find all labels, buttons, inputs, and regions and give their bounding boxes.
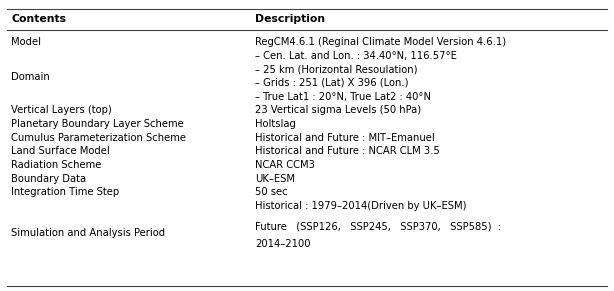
Text: Planetary Boundary Layer Scheme: Planetary Boundary Layer Scheme [11, 119, 184, 129]
Text: RegCM4.6.1 (Reginal Climate Model Version 4.6.1): RegCM4.6.1 (Reginal Climate Model Versio… [255, 37, 506, 47]
Text: – Cen. Lat. and Lon. : 34.40°N, 116.57°E: – Cen. Lat. and Lon. : 34.40°N, 116.57°E [255, 51, 457, 61]
Text: 2014–2100: 2014–2100 [255, 239, 310, 249]
Text: Historical and Future : MIT–Emanuel: Historical and Future : MIT–Emanuel [255, 133, 435, 143]
Text: Integration Time Step: Integration Time Step [11, 187, 119, 197]
Text: Future   (SSP126,   SSP245,   SSP370,   SSP585)  :: Future (SSP126, SSP245, SSP370, SSP585) … [255, 221, 501, 231]
Text: Cumulus Parameterization Scheme: Cumulus Parameterization Scheme [11, 133, 186, 143]
Text: UK–ESM: UK–ESM [255, 174, 295, 184]
Text: Simulation and Analysis Period: Simulation and Analysis Period [11, 228, 165, 238]
Text: Radiation Scheme: Radiation Scheme [11, 160, 101, 170]
Text: Domain: Domain [11, 72, 50, 81]
Text: Land Surface Model: Land Surface Model [11, 146, 110, 156]
Text: Historical : 1979–2014(Driven by UK–ESM): Historical : 1979–2014(Driven by UK–ESM) [255, 201, 466, 211]
Text: – Grids : 251 (Lat) X 396 (Lon.): – Grids : 251 (Lat) X 396 (Lon.) [255, 78, 408, 88]
Text: Historical and Future : NCAR CLM 3.5: Historical and Future : NCAR CLM 3.5 [255, 146, 440, 156]
Text: – 25 km (Horizontal Resoulation): – 25 km (Horizontal Resoulation) [255, 64, 418, 74]
Text: Boundary Data: Boundary Data [11, 174, 86, 184]
Text: Model: Model [11, 37, 41, 47]
Text: 23 Vertical sigma Levels (50 hPa): 23 Vertical sigma Levels (50 hPa) [255, 105, 421, 115]
Text: Description: Description [255, 15, 325, 24]
Text: – True Lat1 : 20°N, True Lat2 : 40°N: – True Lat1 : 20°N, True Lat2 : 40°N [255, 92, 431, 102]
Text: 50 sec: 50 sec [255, 187, 287, 197]
Text: Contents: Contents [11, 15, 66, 24]
Text: Holtslag: Holtslag [255, 119, 296, 129]
Text: Vertical Layers (top): Vertical Layers (top) [11, 105, 112, 115]
Text: NCAR CCM3: NCAR CCM3 [255, 160, 315, 170]
